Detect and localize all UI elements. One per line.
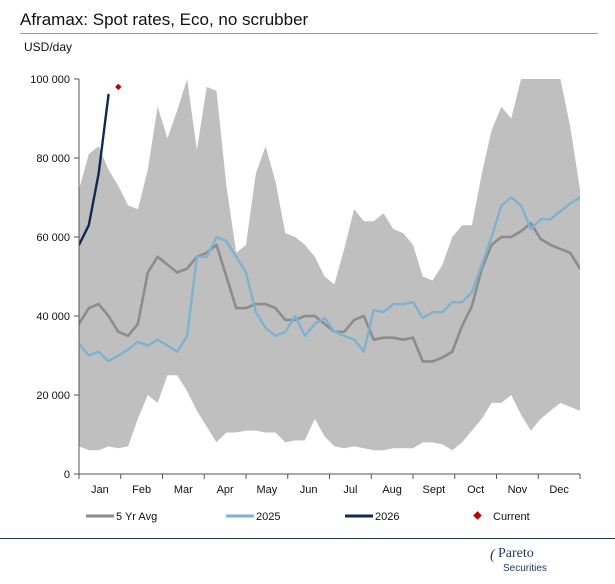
range-band-area (79, 79, 580, 451)
x-tick-label: Aug (382, 484, 402, 496)
axes-group: 0 20 000 40 000 60 000 80 000 100 000 Jan Feb Ma… (30, 74, 581, 496)
legend-current-label: Current (493, 511, 530, 523)
y-tick-label: 40 000 (36, 311, 70, 323)
legend-current-swatch (473, 511, 482, 520)
x-tick-label: May (256, 484, 277, 496)
legend-avg-label: 5 Yr Avg (116, 511, 157, 523)
y-tick-label: 0 (64, 469, 70, 481)
plot-svg: 0 20 000 40 000 60 000 80 000 100 000 Jan Feb Ma… (30, 74, 581, 523)
series-lines-group (79, 93, 580, 363)
legend: 5 Yr Avg 2025 2026 Current (86, 511, 530, 523)
logo-name: Pareto (498, 546, 534, 561)
y-axis-unit-label: USD/day (24, 40, 73, 54)
series-line-2025 (79, 196, 580, 363)
x-tick-label: Dec (549, 484, 569, 496)
x-tick-label: Sept (423, 484, 446, 496)
legend-2025-label: 2025 (256, 511, 280, 523)
y-tick-label: 60 000 (36, 232, 70, 244)
legend-2026-label: 2026 (375, 511, 399, 523)
x-tick-label: Jan (91, 484, 109, 496)
pareto-logo: ( Pareto Securities (490, 546, 590, 580)
title-divider (20, 33, 598, 34)
current-marker (115, 83, 122, 91)
x-tick-label: Jun (300, 484, 318, 496)
x-tick-label: Nov (508, 484, 528, 496)
footer-divider (0, 538, 615, 539)
chart-title: Aframax: Spot rates, Eco, no scrubber (20, 10, 309, 29)
x-tick-label: Jul (343, 484, 357, 496)
x-tick-label: Apr (217, 484, 234, 496)
logo-mark: ( (490, 547, 495, 563)
series-line-2026 (79, 93, 110, 247)
range-band-group (79, 79, 580, 451)
x-tick-label: Mar (174, 484, 193, 496)
logo-subtitle: Securities (503, 563, 547, 574)
x-tick-label: Oct (467, 484, 484, 496)
markers-group (115, 83, 122, 91)
x-tick-label: Feb (132, 484, 151, 496)
y-tick-label: 20 000 (36, 390, 70, 402)
y-tick-label: 80 000 (36, 153, 70, 165)
series-line-5-yr-avg (79, 221, 580, 363)
y-tick-label: 100 000 (30, 74, 70, 86)
